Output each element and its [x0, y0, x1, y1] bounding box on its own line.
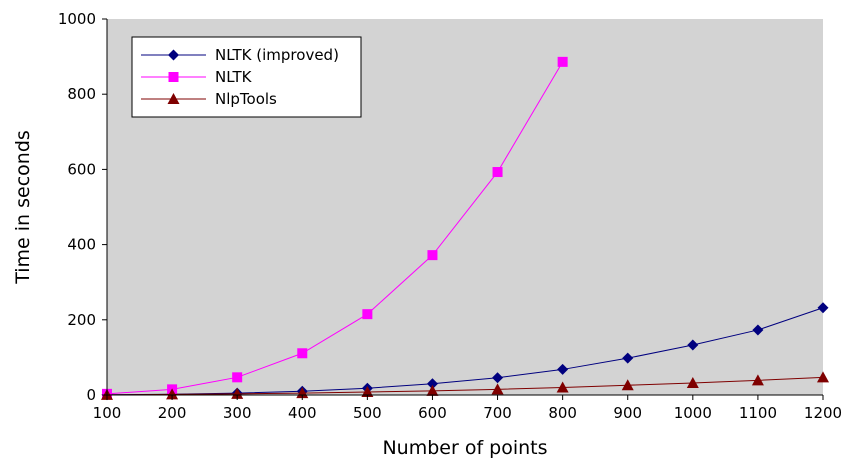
- data-point: [426, 384, 439, 396]
- y-tick-label: 200: [67, 311, 96, 329]
- data-point: [817, 302, 829, 314]
- y-tick-label: 0: [86, 386, 96, 404]
- data-point: [557, 56, 568, 67]
- data-point: [297, 348, 308, 359]
- axes-layer: [106, 19, 823, 396]
- legend-item: NLTK (improved): [141, 46, 339, 64]
- data-point: [362, 309, 373, 320]
- data-point: [686, 376, 699, 388]
- series-line: [106, 307, 824, 396]
- legend-label: NLTK (improved): [215, 46, 339, 64]
- legend-marker: [168, 49, 179, 61]
- legend-marker: [168, 72, 179, 82]
- data-point: [557, 363, 569, 375]
- data-point: [166, 388, 179, 400]
- data-point: [232, 372, 243, 383]
- y-tick-label: 800: [67, 85, 96, 103]
- data-point: [361, 385, 374, 397]
- x-tick-label: 1000: [674, 404, 712, 422]
- x-tick-label: 800: [548, 404, 577, 422]
- data-point: [817, 371, 829, 383]
- legend-item: NLTK: [141, 68, 253, 86]
- data-point: [492, 167, 503, 178]
- data-point: [556, 381, 569, 393]
- x-tick-label: 1100: [739, 404, 777, 422]
- data-point: [687, 339, 699, 351]
- y-tick-label: 600: [67, 160, 96, 178]
- data-point: [621, 379, 634, 391]
- series-line: [106, 376, 824, 396]
- data-point: [426, 378, 438, 390]
- legend-label: NlpTools: [215, 90, 277, 108]
- y-tick-label: 400: [67, 236, 96, 254]
- series-layer: [101, 56, 829, 401]
- y-tick-label: 1000: [58, 10, 96, 28]
- x-tick-label: 300: [223, 404, 252, 422]
- data-point: [622, 352, 634, 364]
- ticks-layer: 100 200 300 400 500 600 700 800 900 1000 1100 1200 0…: [58, 10, 842, 422]
- x-axis-title: Number of points: [382, 437, 547, 459]
- x-tick-label: 500: [353, 404, 382, 422]
- x-tick-label: 1200: [804, 404, 842, 422]
- x-tick-label: 400: [288, 404, 317, 422]
- legend: NLTK (improved) NLTK NlpTools: [131, 36, 362, 118]
- x-tick-label: 700: [483, 404, 512, 422]
- legend-marker: [167, 93, 180, 104]
- x-tick-label: 900: [613, 404, 642, 422]
- x-tick-label: 200: [158, 404, 187, 422]
- x-tick-label: 100: [93, 404, 122, 422]
- legend-item: NlpTools: [141, 90, 277, 108]
- series-line: [106, 61, 564, 395]
- data-point: [427, 250, 438, 261]
- x-tick-label: 600: [418, 404, 447, 422]
- legend-label: NLTK: [215, 68, 253, 86]
- data-point: [751, 374, 764, 386]
- data-point: [231, 387, 244, 399]
- data-point: [752, 324, 764, 336]
- data-point: [492, 372, 504, 384]
- data-point: [491, 383, 504, 395]
- y-axis-title: Time in seconds: [12, 130, 34, 285]
